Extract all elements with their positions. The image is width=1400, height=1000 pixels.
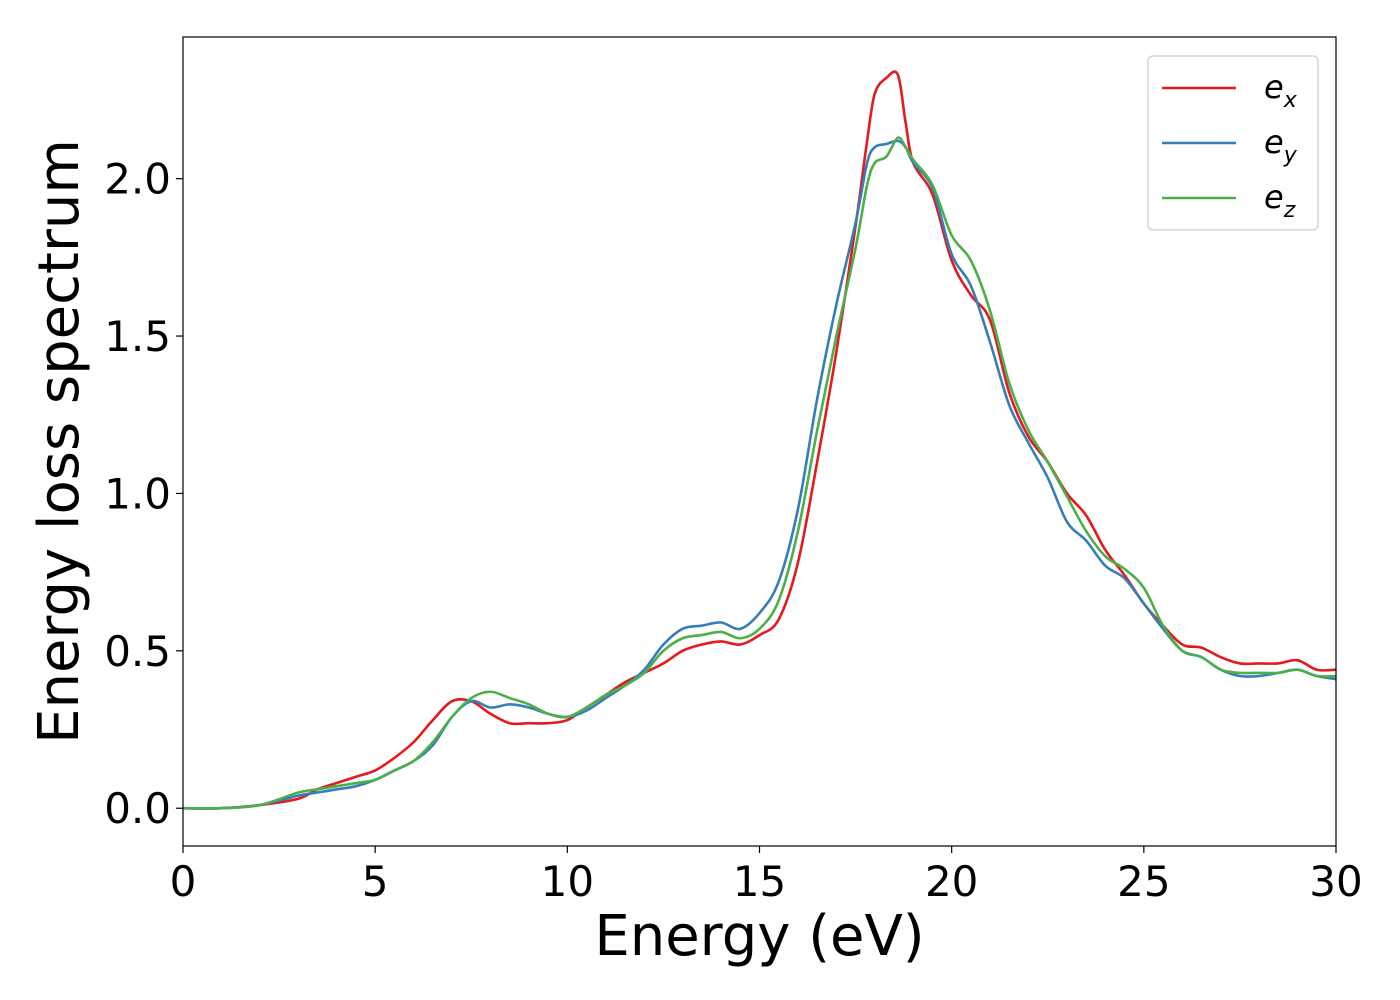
series-line-ey — [183, 139, 1336, 810]
y-tick-label: 2.0 — [104, 155, 171, 204]
y-axis-ticks: 0.0 0.5 1.0 1.5 2.0 — [104, 155, 183, 833]
x-tick-label: 15 — [733, 857, 786, 906]
y-axis-label: Energy loss spectrum — [27, 139, 92, 744]
x-tick-label: 30 — [1309, 857, 1362, 906]
y-tick-label: 1.5 — [104, 312, 171, 361]
x-axis-label: Energy (eV) — [594, 904, 924, 969]
x-tick-label: 20 — [925, 857, 978, 906]
x-tick-label: 25 — [1117, 857, 1170, 906]
series-line-ez — [183, 136, 1336, 810]
legend-label-ex: ex — [1264, 68, 1298, 113]
x-tick-label: 5 — [362, 857, 389, 906]
y-tick-label: 0.5 — [104, 627, 171, 676]
series-lines — [183, 70, 1336, 810]
legend-label-ey: ey — [1264, 123, 1298, 168]
x-tick-label: 0 — [170, 857, 197, 906]
legend-label-ez: ez — [1264, 178, 1296, 223]
x-tick-label: 10 — [541, 857, 594, 906]
y-tick-label: 1.0 — [104, 469, 171, 518]
x-axis-ticks: 0 5 10 15 20 25 30 — [170, 846, 1363, 906]
legend: ex ey ez — [1147, 55, 1319, 231]
y-tick-label: 0.0 — [104, 784, 171, 833]
